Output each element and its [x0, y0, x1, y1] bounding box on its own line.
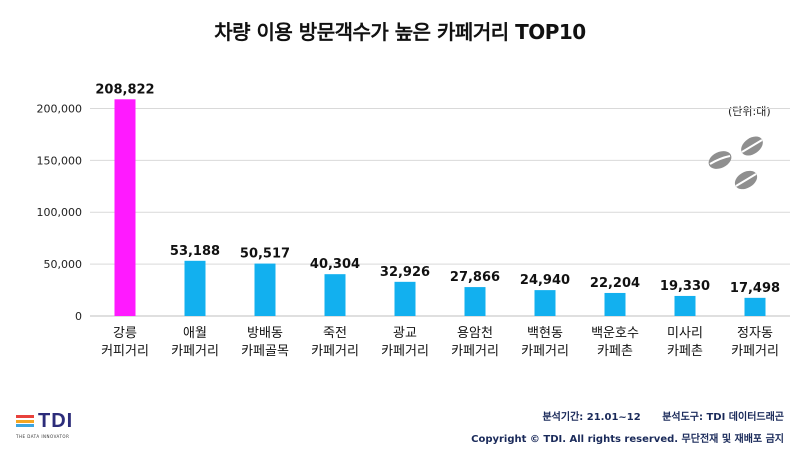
x-tick-label: 카페골목: [241, 344, 289, 359]
copyright: Copyright © TDI. All rights reserved. 무단…: [471, 434, 784, 445]
bar: [744, 297, 766, 316]
bar: [534, 290, 556, 316]
data-label: 19,330: [660, 279, 710, 294]
bar: [394, 281, 416, 316]
logo-text: TDI: [38, 410, 74, 432]
bar: [674, 295, 696, 316]
x-tick-label: 카페거리: [731, 344, 779, 359]
y-tick-label: 0: [75, 310, 82, 323]
bar: [254, 263, 276, 316]
x-tick-label: 방배동: [247, 326, 283, 341]
y-tick-label: 50,000: [44, 258, 83, 271]
y-tick-label: 200,000: [37, 102, 83, 115]
bar: [604, 292, 626, 316]
logo-bars-icon: [16, 415, 36, 431]
y-tick-label: 100,000: [37, 206, 83, 219]
x-tick-label: 카페촌: [667, 344, 703, 359]
x-tick-label: 카페촌: [597, 344, 633, 359]
x-tick-label: 카페거리: [381, 344, 429, 359]
bar: [464, 287, 486, 316]
data-label: 22,204: [590, 276, 640, 291]
x-tick-label: 미사리: [667, 326, 703, 341]
x-tick-label: 죽전: [323, 326, 347, 341]
bar: [184, 260, 206, 316]
y-tick-label: 150,000: [37, 154, 83, 167]
x-tick-label: 강릉: [113, 326, 137, 341]
x-tick-label: 광교: [393, 326, 417, 341]
chart-title: 차량 이용 방문객수가 높은 카페거리 TOP10: [214, 20, 586, 44]
x-tick-label: 카페거리: [451, 344, 499, 359]
logo-subtitle: THE DATA INNOVATOR: [16, 434, 70, 439]
x-tick-label: 용암천: [457, 326, 493, 341]
data-label: 53,188: [170, 244, 220, 259]
x-tick-label: 정자동: [737, 326, 773, 341]
data-label: 50,517: [240, 247, 290, 262]
coffee-beans-icon: [708, 136, 763, 190]
data-label: 17,498: [730, 281, 780, 296]
footer-analysis-info: 분석기간: 21.01~12 분석도구: TDI 데이터드래곤: [524, 408, 784, 423]
tdi-logo: TDI THE DATA INNOVATOR: [14, 410, 104, 442]
x-tick-label: 애월: [183, 326, 207, 341]
analysis-period: 분석기간: 21.01~12: [542, 412, 641, 423]
x-tick-label: 커피거리: [101, 344, 149, 359]
x-tick-label: 백운호수: [591, 326, 639, 341]
bar-chart: 0 50,000 100,000 150,000 200,000 208,822 강릉커피거…: [37, 82, 790, 359]
data-label: 208,822: [95, 82, 154, 97]
x-tick-label: 백현동: [527, 326, 563, 341]
bar: [114, 99, 136, 316]
analysis-tool: 분석도구: TDI 데이터드래곤: [662, 412, 784, 423]
x-tick-label: 카페거리: [171, 344, 219, 359]
x-tick-label: 카페거리: [521, 344, 569, 359]
data-label: 32,926: [380, 265, 430, 280]
data-label: 40,304: [310, 257, 360, 272]
data-label: 24,940: [520, 273, 570, 288]
data-label: 27,866: [450, 270, 500, 285]
bar: [324, 274, 346, 316]
x-tick-label: 카페거리: [311, 344, 359, 359]
